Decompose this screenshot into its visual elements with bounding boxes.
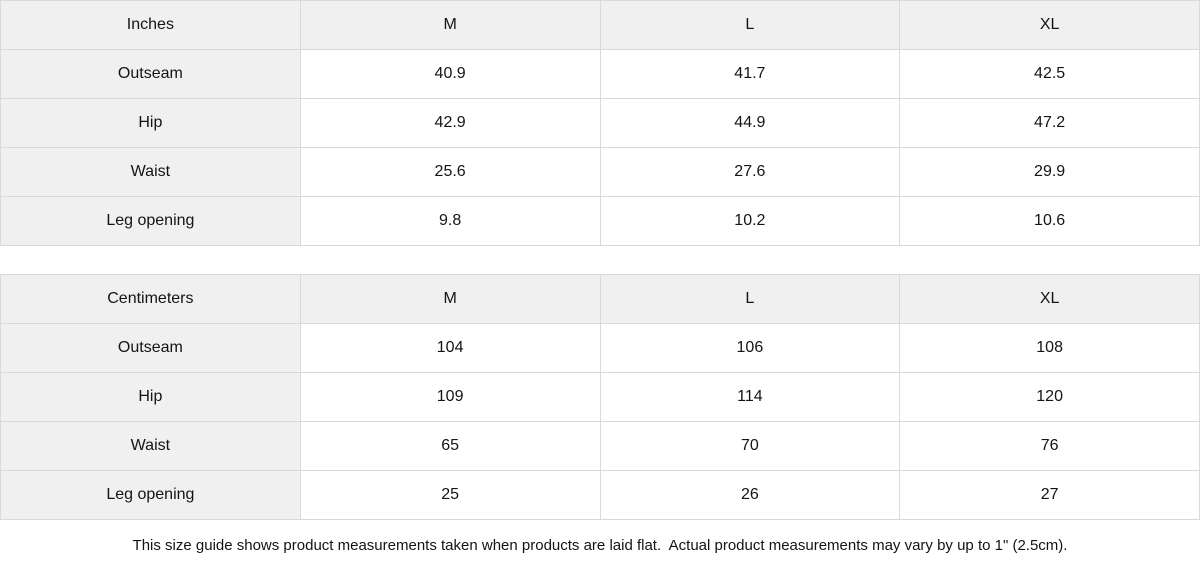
measurement-cell: 65: [299, 421, 601, 471]
row-label-waist: Waist: [0, 147, 301, 197]
size-col-header-l: L: [599, 0, 901, 50]
size-col-header-xl: XL: [899, 274, 1200, 324]
measurement-cell: 26: [599, 470, 901, 520]
measurement-cell: 76: [899, 421, 1200, 471]
table-header-row: Centimeters M L XL: [0, 274, 1200, 324]
measurement-cell: 44.9: [599, 98, 901, 148]
measurement-cell: 42.5: [899, 49, 1200, 99]
measurement-cell: 9.8: [299, 196, 601, 246]
row-label-hip: Hip: [0, 98, 301, 148]
measurement-cell: 42.9: [299, 98, 601, 148]
measurement-cell: 104: [299, 323, 601, 373]
size-col-header-xl: XL: [899, 0, 1200, 50]
measurement-cell: 108: [899, 323, 1200, 373]
measurement-cell: 29.9: [899, 147, 1200, 197]
measurement-cell: 114: [599, 372, 901, 422]
measurement-cell: 10.6: [899, 196, 1200, 246]
measurement-cell: 41.7: [599, 49, 901, 99]
table-row-waist: Waist 25.6 27.6 29.9: [0, 147, 1200, 197]
table-row-waist: Waist 65 70 76: [0, 421, 1200, 471]
measurement-cell: 27: [899, 470, 1200, 520]
size-col-header-m: M: [299, 274, 601, 324]
measurement-cell: 47.2: [899, 98, 1200, 148]
measurement-cell: 106: [599, 323, 901, 373]
measurement-cell: 40.9: [299, 49, 601, 99]
table-row-outseam: Outseam 104 106 108: [0, 323, 1200, 373]
table-header-row: Inches M L XL: [0, 0, 1200, 50]
row-label-outseam: Outseam: [0, 49, 301, 99]
table-row-leg-opening: Leg opening 25 26 27: [0, 470, 1200, 520]
table-row-hip: Hip 42.9 44.9 47.2: [0, 98, 1200, 148]
row-label-waist: Waist: [0, 421, 301, 471]
unit-header-inches: Inches: [0, 0, 301, 50]
measurement-cell: 10.2: [599, 196, 901, 246]
row-label-outseam: Outseam: [0, 323, 301, 373]
row-label-leg-opening: Leg opening: [0, 196, 301, 246]
size-table-inches: Inches M L XL Outseam 40.9 41.7 42.5 Hip…: [0, 0, 1200, 246]
measurement-cell: 25.6: [299, 147, 601, 197]
size-guide-disclaimer: This size guide shows product measuremen…: [0, 520, 1200, 570]
table-row-outseam: Outseam 40.9 41.7 42.5: [0, 49, 1200, 99]
size-table-centimeters: Centimeters M L XL Outseam 104 106 108 H…: [0, 274, 1200, 520]
table-section-spacer: [0, 246, 1200, 274]
size-col-header-m: M: [299, 0, 601, 50]
measurement-cell: 120: [899, 372, 1200, 422]
table-row-leg-opening: Leg opening 9.8 10.2 10.6: [0, 196, 1200, 246]
unit-header-centimeters: Centimeters: [0, 274, 301, 324]
size-col-header-l: L: [599, 274, 901, 324]
measurement-cell: 27.6: [599, 147, 901, 197]
measurement-cell: 109: [299, 372, 601, 422]
measurement-cell: 70: [599, 421, 901, 471]
row-label-leg-opening: Leg opening: [0, 470, 301, 520]
measurement-cell: 25: [299, 470, 601, 520]
table-row-hip: Hip 109 114 120: [0, 372, 1200, 422]
row-label-hip: Hip: [0, 372, 301, 422]
